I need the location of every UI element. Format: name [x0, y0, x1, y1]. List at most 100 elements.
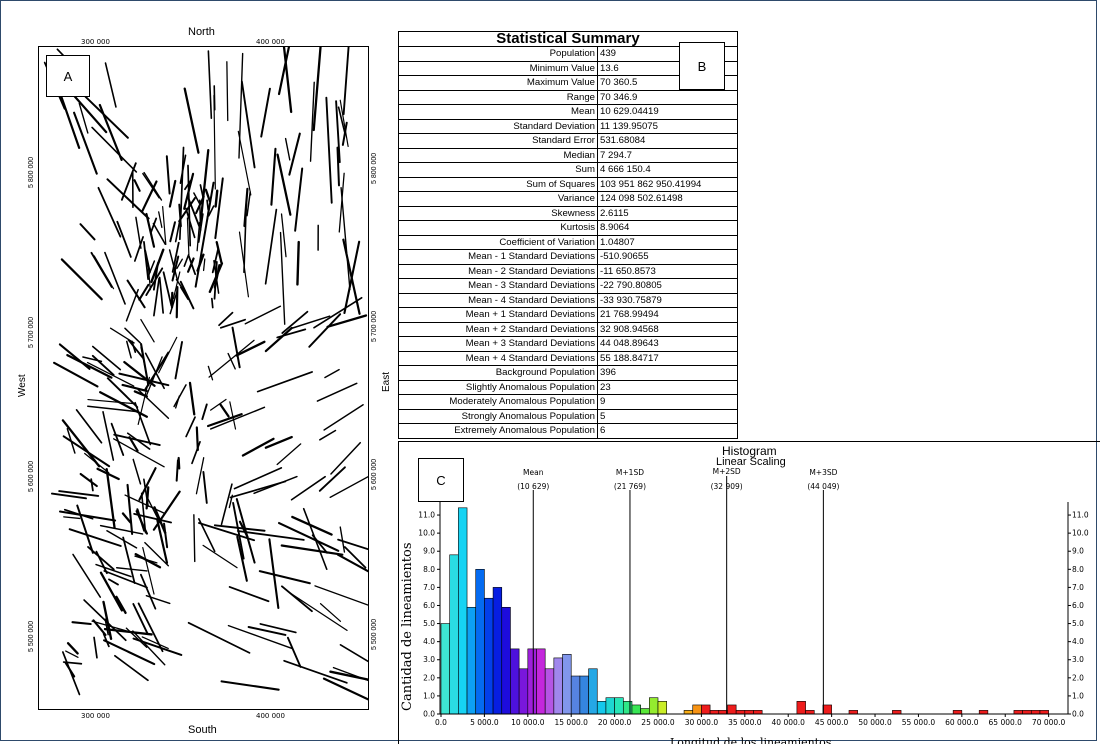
lineament-line — [325, 96, 333, 204]
lineament-line — [337, 106, 346, 134]
lineament-line — [210, 406, 266, 430]
lineament-line — [215, 240, 223, 264]
lineament-line — [62, 651, 81, 696]
histogram-title: Histogram — [722, 444, 777, 458]
lineament-line — [220, 680, 280, 691]
statistical-summary-table: Statistical Summary Population 439 Minimum… — [398, 31, 738, 439]
lineament-line — [142, 172, 160, 199]
lineament-line — [98, 103, 123, 162]
summary-row-label: Mean - 2 Standard Deviations — [398, 263, 598, 279]
lineament-line — [79, 223, 96, 241]
lineament-line — [109, 327, 135, 344]
lineament-line — [91, 354, 115, 376]
summary-row-value: 9 — [597, 394, 738, 410]
lineament-line — [126, 340, 132, 359]
summary-row-value: 2.6115 — [597, 205, 738, 221]
lineament-line — [323, 404, 364, 431]
summary-row-value: 44 048.89643 — [597, 336, 738, 352]
summary-row: Variance 124 098 502.61498 — [398, 191, 738, 207]
summary-row: Skewness 2.6115 — [398, 205, 738, 221]
lineament-line — [91, 345, 122, 371]
summary-row-value: 10 629.04419 — [597, 104, 738, 120]
lineament-line — [202, 544, 238, 569]
summary-row-value: 70 346.9 — [597, 89, 738, 105]
lineament-line — [127, 338, 145, 360]
lineament-line — [288, 591, 348, 632]
lineament-line — [153, 277, 160, 317]
lineament-line — [319, 429, 337, 441]
lineament-line — [121, 512, 132, 524]
lineament-line — [326, 314, 368, 328]
summary-row: Slightly Anomalous Population 23 — [398, 379, 738, 395]
summary-row-value: 103 951 862 950.41994 — [597, 176, 738, 192]
summary-row-label: Median — [398, 147, 598, 163]
lineament-line — [86, 361, 135, 387]
lineament-line — [341, 121, 348, 146]
lineament-line — [319, 603, 342, 622]
summary-row-value: 1.04807 — [597, 234, 738, 250]
lineament-line — [141, 180, 158, 213]
map-panel-label: A — [46, 55, 90, 97]
lineament-line — [118, 372, 170, 387]
lineament-line — [106, 377, 139, 409]
lineament-line — [227, 624, 293, 650]
lineament-line — [240, 80, 256, 169]
summary-row-label: Variance — [398, 191, 598, 207]
lineament-line — [143, 241, 150, 280]
lineament-line — [201, 403, 208, 421]
lineament-line — [79, 472, 98, 488]
lineament-line — [243, 201, 248, 274]
lineament-line — [280, 585, 313, 613]
lineament-line — [175, 459, 179, 482]
lineament-line — [78, 102, 89, 134]
lineament-line — [152, 261, 159, 291]
lineament-line — [103, 639, 156, 666]
lineament-line — [220, 483, 233, 526]
lineament-line — [187, 257, 195, 273]
lineament-line — [158, 276, 164, 314]
lineament-line — [165, 155, 171, 195]
summary-row-label: Population — [398, 46, 598, 62]
lineament-line — [229, 401, 237, 430]
lineament-line — [72, 553, 102, 598]
lineament-line — [178, 146, 185, 241]
lineament-line — [276, 153, 292, 216]
lineament-line — [187, 621, 251, 654]
summary-row: Mean - 4 Standard Deviations -33 930.7587… — [398, 292, 738, 308]
lineament-line — [198, 522, 256, 542]
lineament-line — [174, 340, 183, 380]
lineament-line — [144, 541, 170, 567]
lineament-line — [324, 368, 340, 379]
summary-row: Sum 4 666 150.4 — [398, 162, 738, 178]
lineament-line — [140, 318, 155, 343]
lineament-line — [256, 371, 313, 393]
lineament-line — [122, 536, 136, 584]
summary-row-value: 55 188.84717 — [597, 350, 738, 366]
lineament-line — [214, 189, 219, 208]
summary-row-value: 7 294.7 — [597, 147, 738, 163]
lineament-line — [95, 550, 108, 575]
lineament-line — [210, 398, 227, 411]
summary-row: Background Population 396 — [398, 365, 738, 381]
lineament-line — [172, 271, 181, 300]
lineament-line — [99, 524, 144, 535]
histogram-panel-label: C — [418, 458, 464, 502]
summary-row-value: 8.9064 — [597, 220, 738, 236]
lineament-line — [138, 467, 157, 501]
summary-row-label: Mean + 2 Standard Deviations — [398, 321, 598, 337]
histogram-y-axis-label: Cantidad de lineamientos — [400, 542, 415, 711]
lineament-line — [128, 436, 139, 452]
lineament-line — [134, 553, 162, 569]
lineament-line — [145, 267, 164, 296]
lineament-line — [206, 199, 210, 211]
lineament-line — [276, 443, 302, 466]
lineament-line — [59, 94, 81, 149]
lineament-line — [279, 231, 286, 325]
lineament-line — [63, 516, 81, 520]
lineament-line — [124, 327, 141, 344]
lineament-line — [102, 632, 110, 648]
lineament-line — [238, 52, 244, 159]
summary-row-value: -33 930.75879 — [597, 292, 738, 308]
lineament-line — [277, 47, 291, 96]
